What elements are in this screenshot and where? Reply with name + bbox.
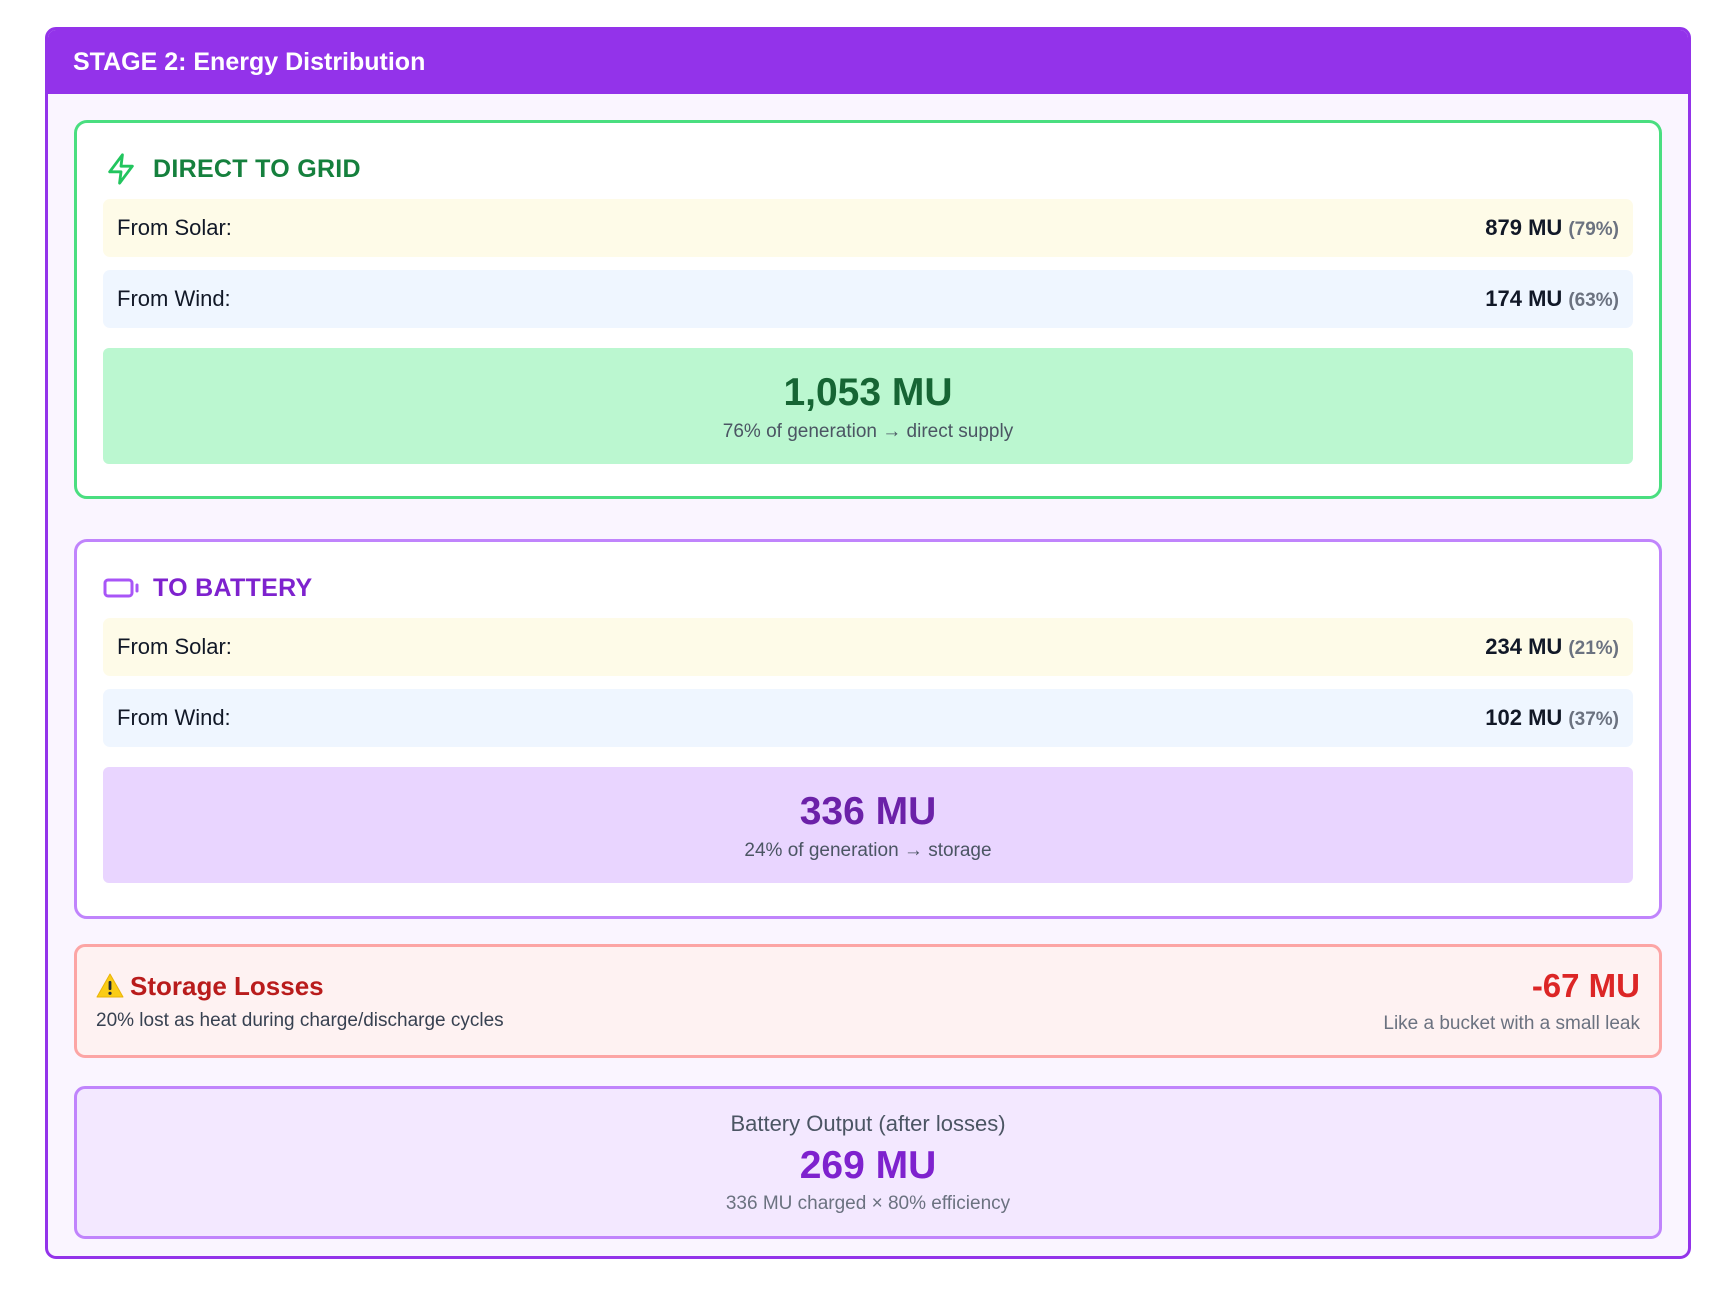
- lightning-icon: [103, 151, 139, 187]
- battery-output-panel: Battery Output (after losses) 269 MU 336…: [74, 1086, 1662, 1239]
- battery-icon: [103, 570, 139, 606]
- storage-losses-panel: Storage Losses 20% lost as heat during c…: [74, 944, 1662, 1058]
- storage-losses-title: Storage Losses: [130, 970, 324, 1001]
- battery-solar-label: From Solar:: [117, 634, 232, 659]
- grid-solar-pct: (79%): [1568, 219, 1619, 240]
- battery-wind-row: From Wind: 102 MU (37%): [103, 689, 1633, 747]
- grid-solar-row: From Solar: 879 MU (79%): [103, 199, 1633, 257]
- battery-solar-value: 234 MU: [1485, 634, 1563, 659]
- battery-card-header: TO BATTERY: [103, 568, 1633, 608]
- storage-losses-note: Like a bucket with a small leak: [1383, 1013, 1640, 1034]
- battery-total-value: 336 MU: [799, 790, 937, 833]
- stage-panel: STAGE 2: Energy Distribution DIRECT TO G…: [45, 27, 1691, 1259]
- battery-wind-value: 102 MU: [1485, 705, 1563, 730]
- storage-losses-amount: -67 MU: [1531, 967, 1640, 1004]
- grid-total-box: 1,053 MU 76% of generation → direct supp…: [103, 348, 1633, 464]
- grid-wind-label: From Wind:: [117, 286, 231, 311]
- grid-card-title: DIRECT TO GRID: [153, 154, 361, 183]
- grid-total-value: 1,053 MU: [783, 371, 953, 414]
- battery-output-label: Battery Output (after losses): [730, 1110, 1006, 1136]
- grid-wind-row: From Wind: 174 MU (63%): [103, 270, 1633, 328]
- battery-output-note: 336 MU charged × 80% efficiency: [725, 1192, 1011, 1214]
- grid-wind-pct: (63%): [1568, 290, 1619, 311]
- grid-total-note: 76% of generation → direct supply: [722, 421, 1014, 442]
- battery-wind-label: From Wind:: [117, 705, 231, 730]
- battery-card-title: TO BATTERY: [153, 573, 313, 602]
- battery-wind-pct: (37%): [1568, 709, 1619, 730]
- grid-solar-value: 879 MU: [1485, 215, 1563, 240]
- grid-card-header: DIRECT TO GRID: [103, 149, 1633, 189]
- grid-solar-label: From Solar:: [117, 215, 232, 240]
- battery-output-value: 269 MU: [799, 1143, 937, 1187]
- battery-solar-pct: (21%): [1568, 638, 1619, 659]
- to-battery-card: TO BATTERY From Solar: 234 MU (21%) From …: [74, 539, 1662, 919]
- battery-total-box: 336 MU 24% of generation → storage: [103, 767, 1633, 883]
- battery-total-note: 24% of generation → storage: [744, 840, 992, 861]
- warning-icon: [96, 973, 126, 999]
- battery-solar-row: From Solar: 234 MU (21%): [103, 618, 1633, 676]
- grid-wind-value: 174 MU: [1485, 286, 1563, 311]
- storage-losses-desc: 20% lost as heat during charge/discharge…: [96, 1009, 504, 1031]
- direct-to-grid-card: DIRECT TO GRID From Solar: 879 MU (79%) F…: [74, 120, 1662, 499]
- stage-title: STAGE 2: Energy Distribution: [48, 30, 1688, 94]
- stage-body: DIRECT TO GRID From Solar: 879 MU (79%) F…: [48, 94, 1688, 1239]
